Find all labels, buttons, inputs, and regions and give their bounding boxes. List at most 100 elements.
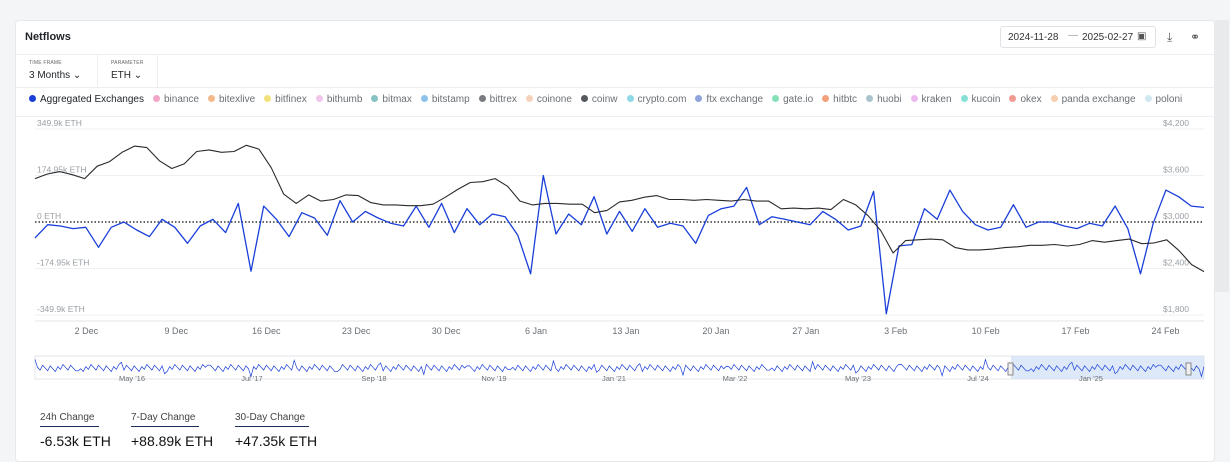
y-left-tick-label: -174.95k ETH <box>37 258 89 268</box>
legend-item[interactable]: hitbtc <box>822 94 857 105</box>
legend-label: bitexlive <box>219 94 256 105</box>
legend-label: gate.io <box>783 94 814 105</box>
navigator-label: May '23 <box>845 374 871 383</box>
timeframe-label: TIME FRAME <box>29 60 62 66</box>
legend-item[interactable]: gate.io <box>772 94 813 105</box>
page-scrollbar[interactable] <box>1215 20 1229 292</box>
navigator-label: Jan '25 <box>1079 374 1103 383</box>
legend-label: panda exchange <box>1061 94 1136 105</box>
legend-label: Aggregated Exchanges <box>40 94 144 105</box>
legend-label: bithumb <box>326 94 363 105</box>
date-range-picker[interactable]: 2024-11-28 — 2025-02-27 ▣ <box>1000 26 1156 48</box>
legend-label: bitstamp <box>431 94 470 105</box>
legend-item[interactable]: coinone <box>525 94 572 105</box>
stat-7d-value: +88.89k ETH <box>131 433 214 449</box>
y-right-tick-label: $2,400 <box>1163 258 1189 268</box>
y-right-tick-label: $3,000 <box>1163 211 1189 221</box>
card-title: Netflows <box>25 31 71 43</box>
legend-item[interactable]: Aggregated Exchanges <box>29 94 144 105</box>
y-left-tick-label: -349.9k ETH <box>37 304 85 314</box>
legend-dot <box>910 95 918 102</box>
legend-label: okex <box>1020 94 1042 105</box>
legend-dot <box>420 95 428 102</box>
legend-dot <box>866 95 874 102</box>
x-tick-label: 2 Dec <box>75 326 99 336</box>
timeframe-value[interactable]: 3 Months ⌄ <box>29 70 82 81</box>
navigator-label: Jul '17 <box>241 374 262 383</box>
parameter-label: PARAMETER <box>111 60 144 66</box>
x-tick-label: 3 Feb <box>884 326 907 336</box>
legend-dot <box>822 95 830 102</box>
y-right-tick-label: $4,200 <box>1163 118 1189 128</box>
netflows-card: Netflows 2024-11-28 — 2025-02-27 ▣ ⤓ ⚭ T… <box>15 20 1215 462</box>
legend-item[interactable]: kraken <box>910 94 952 105</box>
legend-dot <box>960 95 968 102</box>
stat-24h-value: -6.53k ETH <box>40 433 111 449</box>
navigator-label: Mar '22 <box>723 374 748 383</box>
legend-dot <box>695 95 703 102</box>
stat-30d-label: 30-Day Change <box>235 412 310 427</box>
legend-item[interactable]: coinw <box>580 94 618 105</box>
legend-item[interactable]: poloni <box>1144 94 1182 105</box>
x-tick-label: 16 Dec <box>252 326 281 336</box>
legend-dot <box>478 95 486 102</box>
legend-item[interactable]: bitexlive <box>208 94 255 105</box>
y-right-tick-label: $1,800 <box>1163 304 1189 314</box>
legend-dot <box>264 95 272 102</box>
legend-dot <box>371 95 379 102</box>
legend-dot <box>29 95 36 102</box>
link-icon[interactable]: ⚭ <box>1190 30 1201 44</box>
aggregated-netflow-line <box>34 174 1205 315</box>
legend-label: binance <box>163 94 199 105</box>
legend-dot <box>772 95 780 102</box>
chevron-down-icon: ⌄ <box>72 70 82 81</box>
stat-30d-value: +47.35k ETH <box>235 433 318 449</box>
legend-dot <box>626 95 634 102</box>
legend-item[interactable]: bithumb <box>315 94 363 105</box>
chart-legend: Aggregated Exchanges binance bitexlive bitf… <box>29 94 1191 108</box>
legend-item[interactable]: bitmax <box>371 94 412 105</box>
x-tick-label: 17 Feb <box>1062 326 1090 336</box>
navigator-handle-left <box>1007 362 1014 376</box>
y-left-tick-label: 349.9k ETH <box>37 118 82 128</box>
x-tick-label: 6 Jan <box>525 326 547 336</box>
calendar-icon[interactable]: ▣ <box>1137 31 1147 42</box>
legend-dot <box>1009 95 1017 102</box>
legend-item[interactable]: huobi <box>866 94 902 105</box>
legend-item[interactable]: ftx exchange <box>695 94 763 105</box>
legend-item[interactable]: kucoin <box>960 94 1000 105</box>
navigator-label: Jan '21 <box>602 374 626 383</box>
download-icon[interactable]: ⤓ <box>1167 30 1173 44</box>
legend-item[interactable]: okex <box>1009 94 1042 105</box>
navigator-label: Nov '19 <box>481 374 506 383</box>
stat-30d: 30-Day Change +47.35k ETH <box>235 407 317 449</box>
legend-label: crypto.com <box>637 94 687 105</box>
stat-7d-label: 7-Day Change <box>131 412 200 427</box>
stat-7d: 7-Day Change +88.89k ETH <box>131 407 213 449</box>
legend-dot <box>1144 95 1152 102</box>
date-end[interactable]: 2025-02-27 <box>1082 32 1134 43</box>
date-start[interactable]: 2024-11-28 <box>1008 32 1059 43</box>
legend-item[interactable]: panda exchange <box>1050 94 1136 105</box>
legend-item[interactable]: bittrex <box>478 94 517 105</box>
legend-item[interactable]: binance <box>152 94 199 105</box>
legend-dot <box>208 95 215 102</box>
legend-label: coinone <box>536 94 572 105</box>
legend-label: bitfinex <box>275 94 307 105</box>
x-tick-label: 9 Dec <box>165 326 189 336</box>
legend-item[interactable]: bitstamp <box>420 94 470 105</box>
legend-label: hitbtc <box>833 94 858 105</box>
legend-item[interactable]: bitfinex <box>264 94 307 105</box>
legend-item[interactable]: crypto.com <box>626 94 687 105</box>
chevron-down-icon: ⌄ <box>133 70 143 81</box>
eth-price-line <box>34 144 1205 273</box>
legend-label: bittrex <box>489 94 517 105</box>
navigator-label: May '16 <box>119 374 145 383</box>
legend-dot <box>525 95 533 102</box>
x-tick-label: 27 Jan <box>792 326 819 336</box>
x-tick-label: 23 Dec <box>342 326 371 336</box>
legend-dot <box>1050 95 1058 102</box>
stat-24h: 24h Change -6.53k ETH <box>40 407 111 449</box>
x-tick-label: 24 Feb <box>1151 326 1179 336</box>
parameter-value[interactable]: ETH ⌄ <box>111 70 143 81</box>
